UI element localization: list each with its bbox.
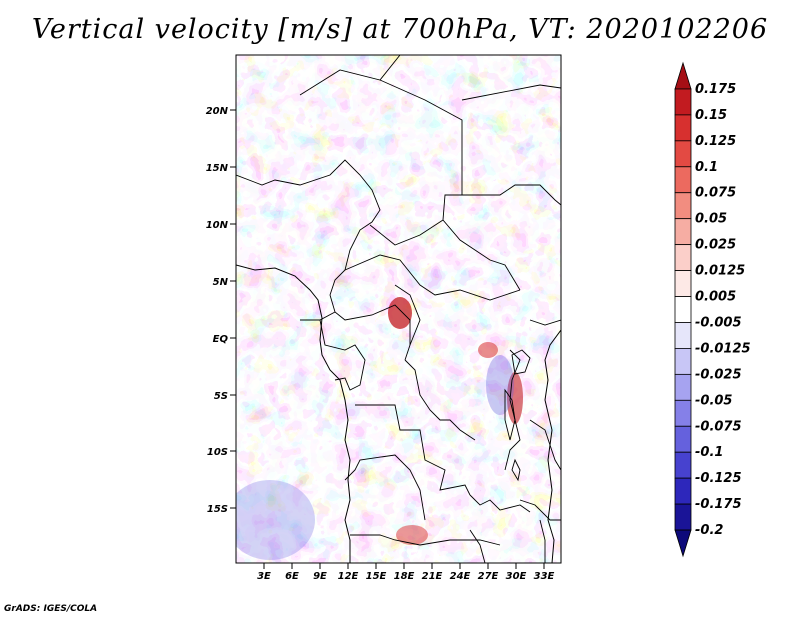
colorbar-label: 0.175	[695, 82, 736, 97]
colorbar-label: -0.005	[695, 315, 742, 330]
lakes	[504, 349, 531, 482]
colorbar-segment	[674, 166, 692, 194]
lat-label: 5N	[213, 277, 229, 288]
colorbar-label: 0.0125	[695, 264, 745, 279]
colorbar-label: -0.05	[695, 393, 732, 408]
lat-label: 10S	[207, 447, 228, 458]
lon-label: 30E	[506, 571, 527, 582]
velocity-field	[236, 55, 561, 563]
lon-label: 9E	[313, 571, 327, 582]
lat-label: EQ	[213, 334, 229, 345]
lon-labels: 3E 6E 9E 12E 15E 18E 21E 24E 27E 30E 33E	[257, 571, 554, 582]
lon-label: 6E	[285, 571, 299, 582]
colorbar-segment	[674, 399, 692, 427]
colorbar-segment	[674, 140, 692, 168]
colorbar-segment	[674, 88, 692, 116]
lon-label: 33E	[534, 571, 555, 582]
colorbar-segment	[674, 270, 692, 297]
lon-label: 21E	[422, 571, 443, 582]
colorbar-segment	[674, 296, 692, 323]
chart-title: Vertical velocity [m/s] at 700hPa, VT: 2…	[31, 14, 769, 45]
colorbar-label: -0.0125	[695, 341, 751, 356]
colorbar-segment	[674, 61, 692, 90]
colorbar-segment	[674, 451, 692, 479]
country-borders	[236, 55, 561, 563]
map-frame	[235, 54, 562, 564]
colorbar: 0.175 0.15 0.125 0.1 0.075 0.05 0.025 0.0125 0.0…	[674, 61, 751, 558]
colorbar-label: 0.1	[695, 160, 718, 175]
colorbar-label: -0.125	[695, 471, 742, 486]
colorbar-segment	[674, 322, 692, 349]
colorbar-segment	[674, 114, 692, 142]
colorbar-segment	[674, 503, 692, 531]
lat-label: 15N	[206, 163, 229, 174]
lat-label: 5S	[214, 391, 228, 402]
coastline	[236, 264, 561, 563]
colorbar-label: 0.05	[695, 212, 727, 227]
footer-credit: GrADS: IGES/COLA	[4, 604, 98, 614]
colorbar-segment	[674, 477, 692, 505]
colorbar-label: 0.025	[695, 238, 736, 253]
colorbar-segment	[674, 218, 692, 246]
lon-label: 15E	[366, 571, 387, 582]
colorbar-label: -0.1	[695, 445, 723, 460]
colorbar-segment	[674, 425, 692, 453]
colorbar-segment	[674, 373, 692, 401]
colorbar-label: -0.2	[695, 523, 723, 538]
colorbar-label: 0.075	[695, 186, 736, 201]
colorbar-label: -0.075	[695, 419, 742, 434]
lat-labels: 20N 15N 10N 5N EQ 5S 10S 15S	[206, 106, 229, 515]
colorbar-label: 0.125	[695, 134, 736, 149]
lon-label: 12E	[338, 571, 359, 582]
colorbar-label: -0.175	[695, 497, 742, 512]
lat-label: 10N	[206, 220, 229, 231]
lon-label: 3E	[257, 571, 271, 582]
colorbar-segment	[674, 529, 692, 558]
lon-label: 27E	[478, 571, 499, 582]
axis-ticks	[230, 109, 545, 569]
colorbar-label: 0.15	[695, 108, 727, 123]
lon-label: 18E	[394, 571, 415, 582]
lon-label: 24E	[450, 571, 471, 582]
colorbar-label: 0.005	[695, 290, 736, 305]
colorbar-segment	[674, 192, 692, 220]
lat-label: 15S	[207, 504, 228, 515]
colorbar-segment	[674, 348, 692, 375]
lat-label: 20N	[206, 106, 229, 117]
colorbar-label: -0.025	[695, 367, 742, 382]
colorbar-segment	[674, 244, 692, 271]
